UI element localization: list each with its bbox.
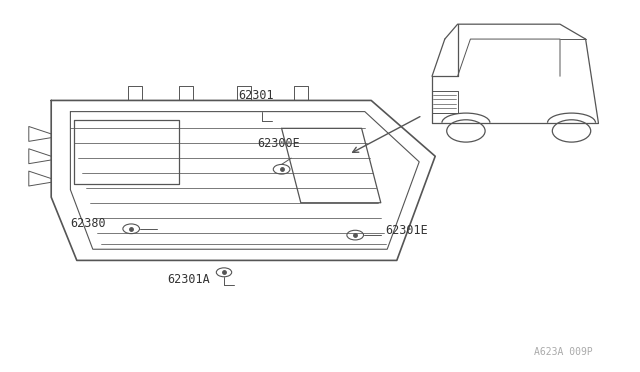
Text: 62300E: 62300E [257,137,300,150]
Text: 62301E: 62301E [385,224,428,237]
Text: 62301: 62301 [238,89,274,102]
Text: 62380: 62380 [70,217,106,230]
Text: A623A 009P: A623A 009P [534,347,593,357]
Text: 62301A: 62301A [168,273,210,286]
